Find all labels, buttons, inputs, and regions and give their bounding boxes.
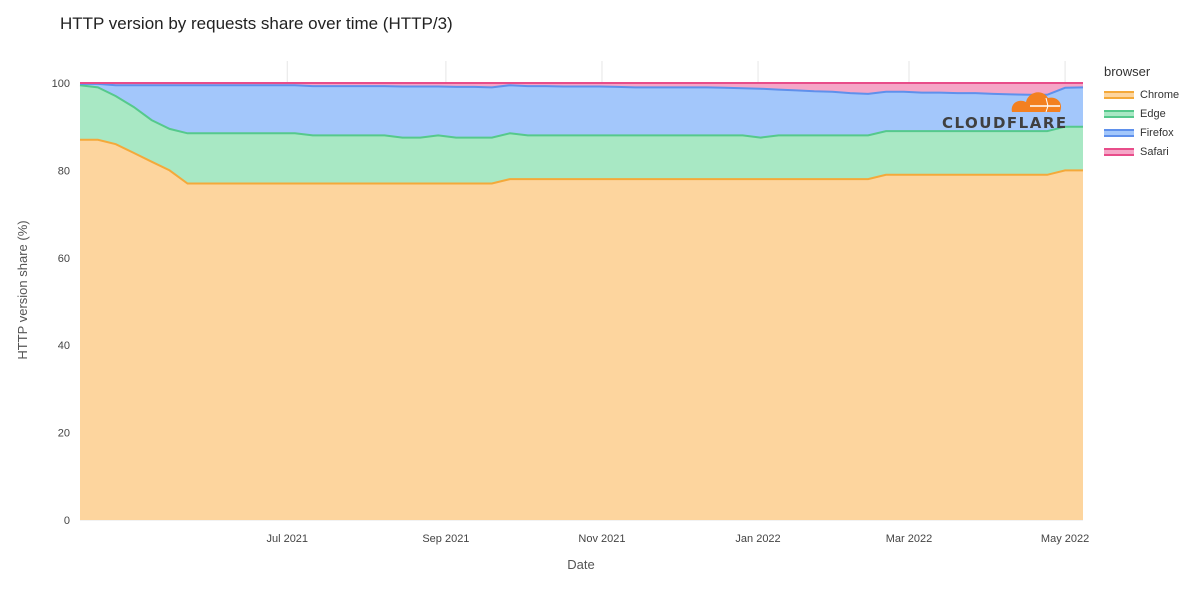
series-areas (80, 83, 1083, 521)
x-axis-label: Date (567, 557, 594, 572)
legend-swatch-firefox (1104, 128, 1134, 137)
legend-label-chrome: Chrome (1140, 88, 1180, 101)
y-axis-label: HTTP version share (%) (15, 220, 30, 359)
chart-title: HTTP version by requests share over time… (60, 14, 453, 33)
legend-swatch-safari (1104, 147, 1134, 156)
line-firefox (80, 82, 1084, 96)
legend: browser Chrome Edge Firefox Safari (1104, 64, 1179, 161)
y-tick-20: 20 (58, 428, 70, 440)
line-chrome (80, 138, 1083, 185)
y-tick-40: 40 (58, 340, 70, 352)
x-tick-5: May 2022 (1041, 533, 1089, 545)
legend-label-safari: Safari (1140, 145, 1169, 158)
legend-swatch-edge (1104, 109, 1134, 118)
legend-label-firefox: Firefox (1140, 126, 1174, 139)
legend-title: browser (1104, 64, 1151, 79)
y-tick-0: 0 (64, 515, 70, 527)
x-tick-3: Jan 2022 (735, 533, 780, 545)
legend-item-safari[interactable]: Safari (1104, 142, 1179, 161)
y-tick-100: 100 (52, 78, 70, 90)
y-tick-labels: 0 20 40 60 80 100 (52, 78, 70, 527)
y-tick-80: 80 (58, 165, 70, 177)
x-tick-2: Nov 2021 (578, 533, 625, 545)
legend-item-edge[interactable]: Edge (1104, 104, 1179, 123)
cloud-icon (1011, 92, 1062, 113)
x-tick-1: Sep 2021 (422, 533, 469, 545)
series-lines (79, 82, 1084, 185)
cloudflare-logo: CLOUDFLARE (942, 84, 1072, 136)
area-chrome (80, 139, 1083, 521)
y-tick-60: 60 (58, 253, 70, 265)
x-tick-0: Jul 2021 (266, 533, 308, 545)
area-edge (80, 85, 1083, 184)
x-tick-4: Mar 2022 (886, 533, 932, 545)
legend-label-edge: Edge (1140, 107, 1166, 120)
legend-item-firefox[interactable]: Firefox (1104, 123, 1179, 142)
legend-item-chrome[interactable]: Chrome (1104, 85, 1179, 104)
area-firefox (80, 83, 1083, 138)
line-edge (79, 84, 1083, 139)
legend-swatch-chrome (1104, 90, 1134, 99)
logo-wordmark: CLOUDFLARE (942, 114, 1068, 132)
x-tick-labels: Jul 2021 Sep 2021 Nov 2021 Jan 2022 Mar 2022… (266, 533, 1089, 545)
